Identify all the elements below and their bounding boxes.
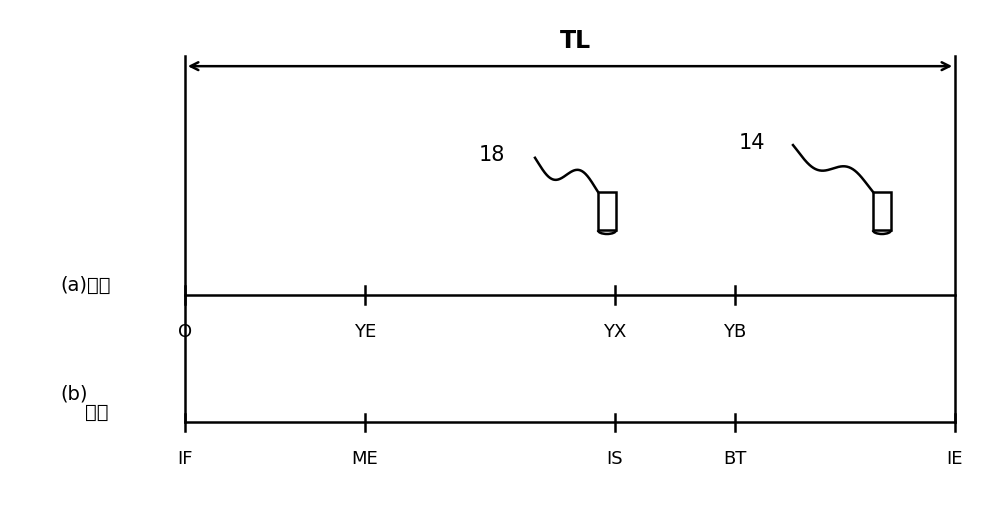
Text: O: O [178,323,192,341]
Text: (b): (b) [60,385,88,404]
Text: YX: YX [603,323,627,341]
Text: 时机: 时机 [85,403,108,422]
Text: 14: 14 [738,132,765,153]
Text: YE: YE [354,323,376,341]
Text: 18: 18 [479,145,505,165]
Text: ME: ME [352,450,378,468]
Text: IE: IE [947,450,963,468]
Text: IF: IF [177,450,193,468]
Text: IS: IS [607,450,623,468]
Bar [598,192,616,230]
Bar [873,192,891,230]
Text: (a)位置: (a)位置 [60,275,110,295]
Text: BT: BT [723,450,747,468]
Text: YB: YB [723,323,747,341]
Text: TL: TL [559,30,591,53]
